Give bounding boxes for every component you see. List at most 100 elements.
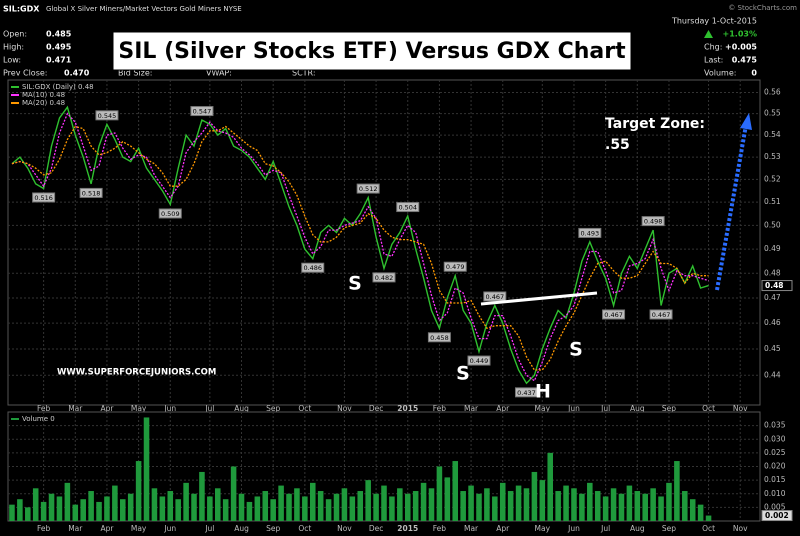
- y-tick-label: 0.53: [764, 152, 781, 161]
- volume-bar: [238, 493, 245, 521]
- field-label: Chg:: [704, 43, 722, 52]
- volume-bar: [404, 493, 411, 521]
- value-label: 0.482: [375, 274, 394, 282]
- volume-bar: [587, 482, 593, 521]
- value-label-box: [95, 110, 119, 121]
- value-label: 0.509: [161, 210, 180, 218]
- current-value-label: 0.002: [765, 511, 789, 520]
- pattern-label: S: [348, 273, 362, 295]
- volume-bar: [48, 493, 55, 521]
- x-tick-label: Aug: [630, 404, 645, 413]
- x-tick-label: Dec: [369, 524, 384, 533]
- volume-bar: [317, 491, 324, 521]
- volume-bar: [499, 482, 506, 521]
- legend-value: 0: [50, 415, 54, 423]
- price-line: [11, 105, 709, 385]
- volume-bar: [650, 488, 656, 521]
- y-tick-label: 0.020: [764, 462, 786, 471]
- legend-entry: Volume 0: [22, 415, 55, 423]
- field-value: 0.475: [732, 56, 758, 65]
- volume-bar: [412, 491, 419, 521]
- pattern-label: S: [456, 363, 470, 385]
- value-label-box: [190, 106, 214, 117]
- volume-bar: [682, 491, 688, 521]
- target-label: Target Zone:: [605, 116, 705, 132]
- value-label-box: [301, 262, 325, 273]
- value-label-box: [467, 355, 491, 366]
- x-tick-label: Apr: [100, 524, 114, 533]
- y-tick-label: 0.48: [764, 268, 781, 277]
- volume-bar: [112, 485, 118, 521]
- legend-value: 0.48: [49, 99, 65, 107]
- value-label: 0.467: [486, 293, 505, 301]
- volume-bar: [373, 493, 379, 521]
- value-label-box: [649, 309, 673, 320]
- value-label-box: [32, 192, 56, 203]
- volume-bar: [191, 493, 197, 521]
- y-tick-label: 0.47: [764, 293, 781, 302]
- legend-value: 0.48: [49, 91, 65, 99]
- field-value: 0.485: [46, 30, 72, 39]
- x-tick-label: Apr: [100, 404, 114, 413]
- volume-bar: [262, 491, 269, 521]
- value-label: 0.547: [193, 108, 212, 116]
- volume-bar: [32, 488, 39, 521]
- x-tick-label: Apr: [496, 524, 510, 533]
- volume-bar: [143, 417, 150, 521]
- x-tick-label: Jun: [567, 524, 580, 533]
- x-tick-label: Mar: [68, 524, 83, 533]
- volume-bar: [365, 480, 371, 521]
- volume-bar: [594, 491, 601, 521]
- volume-bar: [254, 496, 261, 521]
- volume-bar: [278, 485, 284, 521]
- x-tick-label: Feb: [37, 524, 51, 533]
- target-arrow: [715, 124, 748, 291]
- y-tick-label: 0.50: [764, 220, 781, 229]
- x-tick-label: Mar: [464, 404, 479, 413]
- volume-bar: [246, 501, 253, 521]
- volume-bar: [25, 507, 31, 521]
- volume-bar: [309, 482, 316, 521]
- value-label-box: [483, 291, 507, 302]
- x-tick-label: Oct: [298, 524, 311, 533]
- volume-bar: [484, 488, 490, 521]
- volume-bar: [674, 461, 680, 521]
- volume-bar: [104, 496, 110, 521]
- value-label: 0.437: [517, 389, 536, 397]
- x-tick-label: Jul: [600, 524, 610, 533]
- volume-bar: [460, 491, 466, 521]
- volume-bar: [127, 493, 134, 521]
- panels: 0.44 0.45 0.46 0.47 0.48 0.49 0.50 0.51 0.52 0.53…: [7, 79, 786, 533]
- volume-bar: [333, 493, 340, 521]
- value-label: 0.516: [34, 194, 53, 202]
- x-tick-label: Jul: [600, 404, 610, 413]
- field-value: 0.495: [46, 43, 72, 52]
- volume-bar: [88, 491, 94, 521]
- y-tick-label: 0.56: [764, 87, 781, 96]
- volume-bar: [230, 466, 237, 521]
- value-label-box: [443, 261, 467, 272]
- volume-bar: [302, 496, 308, 521]
- x-tick-label: Feb: [37, 404, 51, 413]
- volume-bar: [626, 485, 633, 521]
- value-label: 0.545: [98, 112, 117, 120]
- volume-bar: [357, 491, 364, 521]
- change-pct: +1.03%: [723, 30, 757, 39]
- x-tick-label: Nov: [337, 404, 352, 413]
- volume-bar: [207, 496, 213, 521]
- volume-bar: [120, 499, 126, 521]
- x-tick-label: Dec: [369, 404, 384, 413]
- volume-bar: [159, 496, 166, 521]
- legend-entry: SIL:GDX (Daily) 0.48: [22, 83, 94, 91]
- volume-bar: [381, 485, 387, 521]
- volume-bar: [40, 501, 47, 521]
- x-tick-label: Sep: [662, 404, 676, 413]
- volume-bar: [325, 499, 332, 521]
- y-tick-label: 0.51: [764, 197, 781, 206]
- value-label-box: [602, 309, 626, 320]
- volume-bar: [507, 491, 514, 521]
- field-label: SCTR:: [292, 69, 316, 78]
- y-tick-label: 0.46: [764, 318, 781, 327]
- volume-bar: [286, 493, 292, 521]
- x-tick-label: Sep: [662, 524, 676, 533]
